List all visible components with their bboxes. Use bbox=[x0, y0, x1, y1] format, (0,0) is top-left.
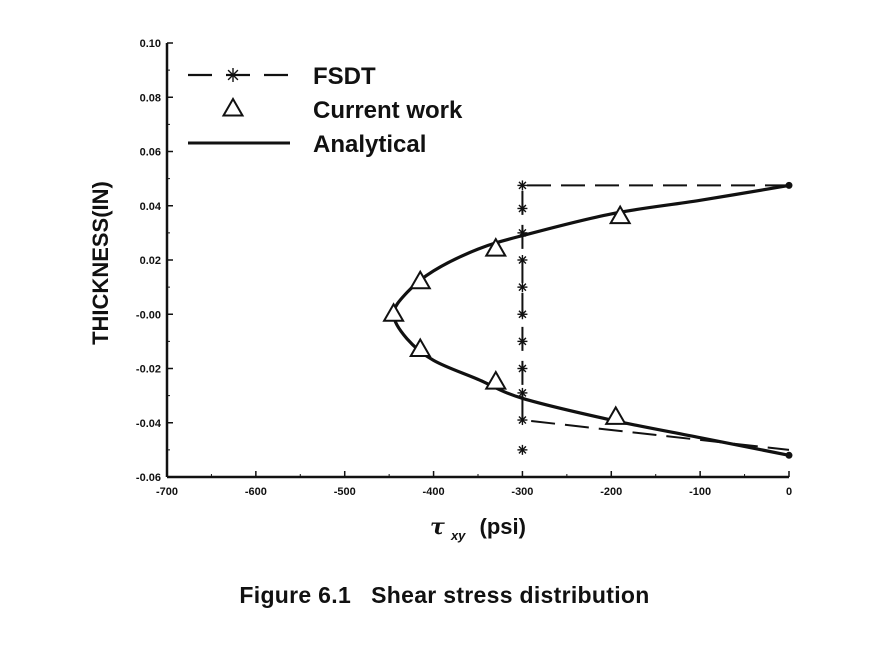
current-work-marker bbox=[608, 204, 632, 225]
current-work-marker bbox=[382, 302, 405, 322]
analytical-line bbox=[391, 183, 790, 457]
fsdt-marker bbox=[517, 415, 528, 426]
fsdt-marker bbox=[517, 363, 528, 374]
fsdt-marker bbox=[517, 309, 528, 320]
fsdt-marker bbox=[517, 180, 528, 191]
x-tick-label: -400 bbox=[423, 486, 445, 498]
figure-caption: Figure 6.1 Shear stress distribution bbox=[0, 582, 889, 609]
current-work-marker bbox=[484, 370, 508, 390]
y-tick-label: -0.06 bbox=[136, 472, 161, 484]
x-axis-title: τ xy (psi) bbox=[430, 514, 526, 545]
x-tick-label: -600 bbox=[245, 486, 267, 498]
x-tick-label: -500 bbox=[334, 486, 356, 498]
legend-label: Current work bbox=[313, 97, 463, 124]
x-axis-unit: (psi) bbox=[480, 514, 526, 539]
series-layer bbox=[382, 180, 793, 459]
x-axis-subscript: xy bbox=[450, 528, 466, 543]
y-tick-label: 0.04 bbox=[140, 201, 162, 213]
legend-fsdt-marker bbox=[226, 68, 240, 82]
current-work-marker bbox=[484, 237, 508, 257]
plot-frame bbox=[165, 43, 789, 479]
fsdt-marker bbox=[517, 282, 528, 293]
fsdt-marker bbox=[517, 444, 528, 455]
y-axis: -0.06 -0.04 -0.02 -0.00 0.02 0.04 0.06 0.08 0.10 bbox=[136, 38, 173, 484]
x-tick-label: -100 bbox=[689, 486, 711, 498]
y-tick-label: 0.08 bbox=[140, 92, 161, 104]
fsdt-marker bbox=[517, 387, 528, 398]
y-tick-label: -0.00 bbox=[136, 309, 161, 321]
fsdt-marker bbox=[517, 227, 528, 238]
y-axis-title: THICKNESS(IN) bbox=[88, 181, 113, 345]
y-tick-label: 0.10 bbox=[140, 38, 161, 50]
legend-item-tri: Current work bbox=[221, 96, 463, 124]
fsdt-marker bbox=[517, 255, 528, 265]
legend-item-fsdt: FSDT bbox=[188, 63, 376, 90]
current-work-marker bbox=[409, 337, 432, 358]
x-tick-label: 0 bbox=[786, 486, 792, 498]
x-tick-label: -300 bbox=[511, 486, 533, 498]
analytical-end-bottom bbox=[785, 451, 793, 459]
figure-caption-text: Figure 6.1 Shear stress distribution bbox=[239, 582, 650, 608]
legend-item-solid: Analytical bbox=[188, 131, 426, 158]
current-work-marker bbox=[409, 269, 432, 290]
legend-current-work-marker bbox=[221, 96, 245, 117]
legend-label: Analytical bbox=[313, 131, 426, 158]
x-axis-symbol: τ bbox=[430, 514, 445, 540]
y-tick-label: -0.04 bbox=[136, 418, 162, 430]
fsdt-marker bbox=[517, 203, 528, 214]
x-tick-label: -200 bbox=[600, 486, 622, 498]
x-axis: -700 -600 -500 -400 -300 -200 -100 0 bbox=[156, 471, 792, 498]
legend: FSDT Current work Analytical bbox=[188, 63, 463, 158]
y-tick-label: 0.02 bbox=[140, 255, 161, 267]
fsdt-marker bbox=[517, 336, 528, 347]
x-tick-label: -700 bbox=[156, 486, 178, 498]
y-tick-label: -0.02 bbox=[136, 364, 161, 376]
legend-label: FSDT bbox=[313, 63, 376, 90]
current-work-marker bbox=[604, 405, 627, 425]
y-tick-label: 0.06 bbox=[140, 147, 161, 159]
